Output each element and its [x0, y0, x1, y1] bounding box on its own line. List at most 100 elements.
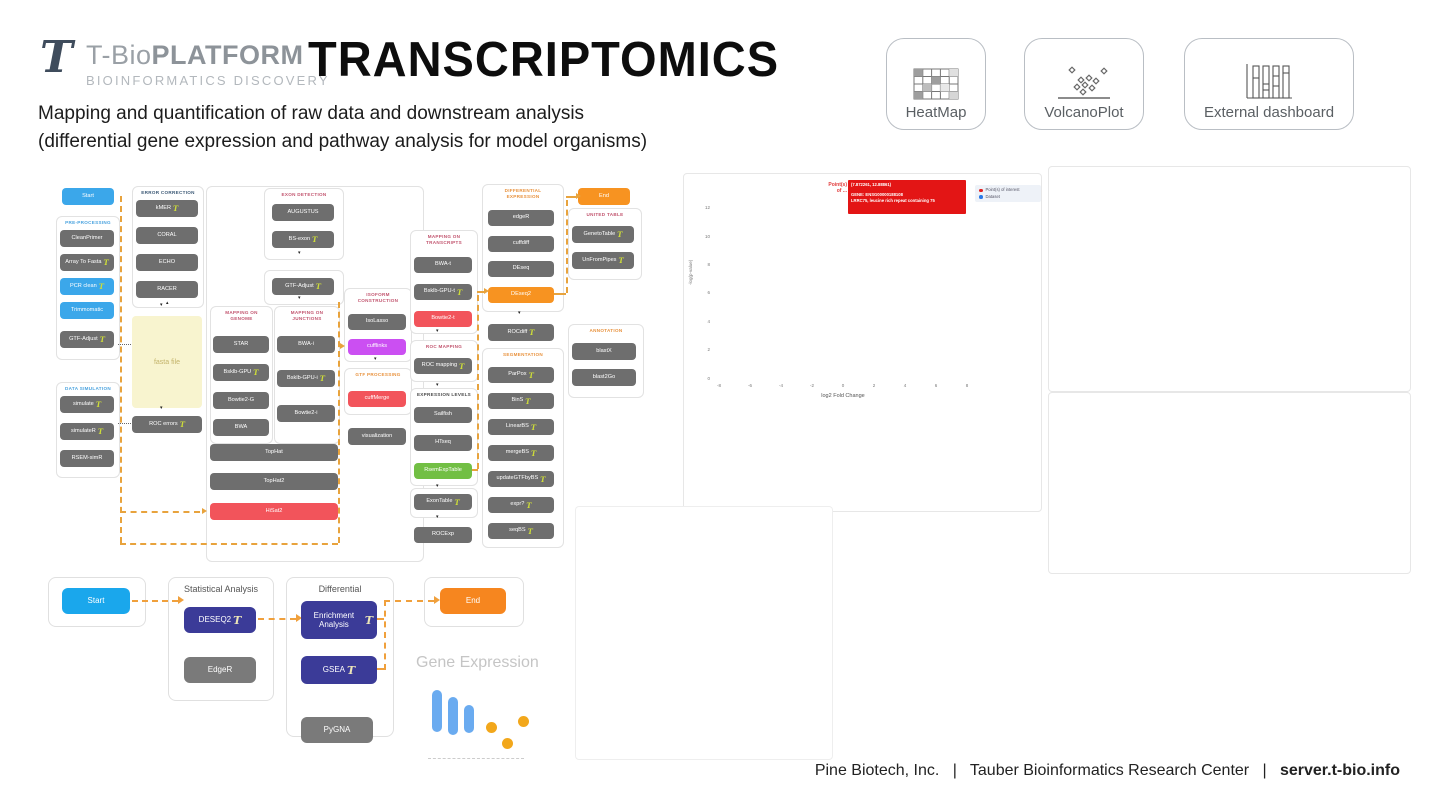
workflow-node-genetotable[interactable]: GenetoTable T — [572, 226, 634, 243]
workflow-node-star[interactable]: STAR — [213, 336, 269, 353]
workflow-node-bwa[interactable]: BWA — [213, 419, 269, 436]
footer-site-link[interactable]: server.t-bio.info — [1279, 762, 1400, 779]
workflow-node-bsklb-gpu-i[interactable]: Bsklb-GPU-i T — [277, 370, 335, 387]
workflow-node-cuffmerge[interactable]: cuffMerge — [348, 391, 406, 407]
workflow-node-bins[interactable]: BinS T — [488, 393, 554, 409]
t-bio-tool-icon: T — [526, 500, 532, 510]
workflow-node-blastx[interactable]: blastX — [572, 343, 636, 360]
simple-node-end[interactable]: End — [440, 588, 506, 614]
workflow-node-label: ROCdiff — [507, 328, 528, 335]
workflow-node-expr-[interactable]: expr? T — [488, 497, 554, 513]
workflow-node-htseq[interactable]: HTseq — [414, 435, 472, 451]
workflow-node-racer[interactable]: RACER — [136, 281, 198, 298]
simple-node-deseq2[interactable]: DESEQ2 T — [184, 607, 256, 633]
workflow-node-label: BWA-t — [435, 261, 451, 268]
simple-connector — [132, 600, 178, 602]
workflow-node-rocexp[interactable]: ROCExp — [414, 527, 472, 543]
t-bio-tool-icon: T — [540, 474, 546, 484]
simple-node-enrichment-analysis[interactable]: Enrichment Analysis T — [301, 601, 377, 639]
workflow-node-label: RACER — [157, 285, 177, 292]
t-bio-tool-icon: T — [103, 258, 109, 267]
workflow-node-bwa-i[interactable]: BWA-i — [277, 336, 335, 353]
simple-connector — [384, 600, 386, 670]
workflow-node-mergebs[interactable]: mergeBS T — [488, 445, 554, 461]
workflow-node-bsklb-gpu-t[interactable]: Bsklb-GPU-t T — [414, 284, 472, 300]
pipeline-arrow-icon — [484, 288, 489, 294]
simple-node-start[interactable]: Start — [62, 588, 130, 614]
workflow-node-bowtie2-i[interactable]: Bowtie2-i — [277, 405, 335, 422]
workflow-node-rsem-simr[interactable]: RSEM-simR — [60, 450, 114, 467]
workflow-node-roc-mapping[interactable]: ROC mapping T — [414, 358, 472, 374]
workflow-node-tophat2[interactable]: TopHat2 — [210, 473, 338, 490]
pipeline-group-label: SEGMENTATION — [503, 352, 543, 357]
workflow-node-coral[interactable]: CORAL — [136, 227, 198, 244]
workflow-node-label: DEseq — [512, 265, 530, 272]
simple-connector — [258, 618, 296, 620]
workflow-node-start[interactable]: Start — [62, 188, 114, 205]
simple-node-gsea[interactable]: GSEA T — [301, 656, 377, 684]
workflow-node-updategtfbybs[interactable]: updateGTFbyBS T — [488, 471, 554, 487]
simple-node-pygna[interactable]: PyGNA — [301, 717, 373, 743]
workflow-node-sailfish[interactable]: Sailfish — [414, 407, 472, 423]
workflow-node-deseq[interactable]: DEseq — [488, 261, 554, 277]
footer-separator-2: | — [1262, 762, 1267, 779]
volcano-tooltip-line: GENE: ENSG00000188108 — [851, 192, 903, 198]
volcano-xtick: -6 — [747, 383, 752, 388]
workflow-node-pcr-clean[interactable]: PCR clean T — [60, 278, 114, 295]
workflow-node-deseq2[interactable]: DEseq2 — [488, 287, 554, 303]
workflow-node-kmer[interactable]: kMER T — [136, 200, 198, 217]
workflow-node-rsemexptable[interactable]: RsemExpTable — [414, 463, 472, 479]
workflow-node-exontable[interactable]: ExonTable T — [414, 494, 472, 510]
workflow-node-simulater[interactable]: simulateR T — [60, 423, 114, 440]
workflow-node-blast2go[interactable]: blast2Go — [572, 369, 636, 386]
pipeline-group-label: UNITED TABLE — [586, 212, 624, 217]
workflow-node-parpox[interactable]: ParPox T — [488, 367, 554, 383]
volcano-xtick: 0 — [841, 383, 845, 388]
heatmap-nav-button[interactable]: HeatMap — [886, 38, 986, 130]
workflow-node-label: ParPox — [508, 371, 527, 378]
workflow-node-cuffdiff[interactable]: cuffdiff — [488, 236, 554, 252]
workflow-node-rocdiff[interactable]: ROCdiff T — [488, 324, 554, 341]
workflow-node-label: PCR clean — [70, 282, 97, 289]
fasta-file-node[interactable]: fasta file — [132, 316, 202, 408]
workflow-node-label: GTF-Adjust — [285, 282, 314, 289]
workflow-node-cleanprimer[interactable]: CleanPrimer — [60, 230, 114, 247]
volcano-xtick: -2 — [809, 383, 814, 388]
workflow-node-roc-errors[interactable]: ROC errors T — [132, 416, 202, 433]
workflow-node-end[interactable]: End — [578, 188, 630, 205]
workflow-node-bowtie2-g[interactable]: Bowtie2-G — [213, 392, 269, 409]
workflow-node-trimmomatic[interactable]: Trimmomatic — [60, 302, 114, 319]
simple-node-edger[interactable]: EdgeR — [184, 657, 256, 683]
workflow-node-gtf-adjust[interactable]: GTF-Adjust T — [272, 278, 334, 295]
workflow-node-augustus[interactable]: AUGUSTUS — [272, 204, 334, 221]
workflow-node-bwa-t[interactable]: BWA-t — [414, 257, 472, 273]
external-dashboard-nav-button[interactable]: External dashboard — [1184, 38, 1354, 130]
workflow-node-isolasso[interactable]: IsoLasso — [348, 314, 406, 330]
workflow-node-bsklb-gpu[interactable]: Bsklb-GPU T — [213, 364, 269, 381]
volcano-title-prefix: Point(s) of ... — [828, 182, 847, 194]
workflow-node-gtf-adjust[interactable]: GTF-Adjust T — [60, 331, 114, 348]
volcanoplot-nav-button[interactable]: VolcanoPlot — [1024, 38, 1144, 130]
workflow-node-seqbs[interactable]: seqBS T — [488, 523, 554, 539]
workflow-node-edger[interactable]: edgeR — [488, 210, 554, 226]
workflow-node-array-to-fasta[interactable]: Array To Fasta T — [60, 254, 114, 271]
workflow-node-simulate[interactable]: simulate T — [60, 396, 114, 413]
workflow-node-label: Start — [82, 192, 94, 199]
volcano-ytick: 8 — [707, 261, 710, 267]
workflow-node-bowtie2-t[interactable]: Bowtie2-t — [414, 311, 472, 327]
workflow-node-label: cuffMerge — [364, 395, 390, 402]
workflow-node-linearbs[interactable]: LinearBS T — [488, 419, 554, 435]
brand-logo-icon: T — [40, 32, 73, 83]
workflow-node-label: TopHat2 — [263, 477, 285, 484]
workflow-node-label: Bowtie2-t — [431, 315, 455, 322]
workflow-node-cufflinks[interactable]: cufflinks — [348, 339, 406, 355]
workflow-node-unfrompipes[interactable]: UnFromPipes T — [572, 252, 634, 269]
workflow-node-bs-exon[interactable]: BS-exon T — [272, 231, 334, 248]
workflow-node-echo[interactable]: ECHO — [136, 254, 198, 271]
workflow-node-tophat[interactable]: TopHat — [210, 444, 338, 461]
pipeline-connector — [338, 302, 340, 543]
t-bio-tool-icon: T — [527, 526, 533, 536]
workflow-node-visualization[interactable]: visualization — [348, 428, 406, 445]
workflow-node-hisat2[interactable]: HiSat2 — [210, 503, 338, 520]
